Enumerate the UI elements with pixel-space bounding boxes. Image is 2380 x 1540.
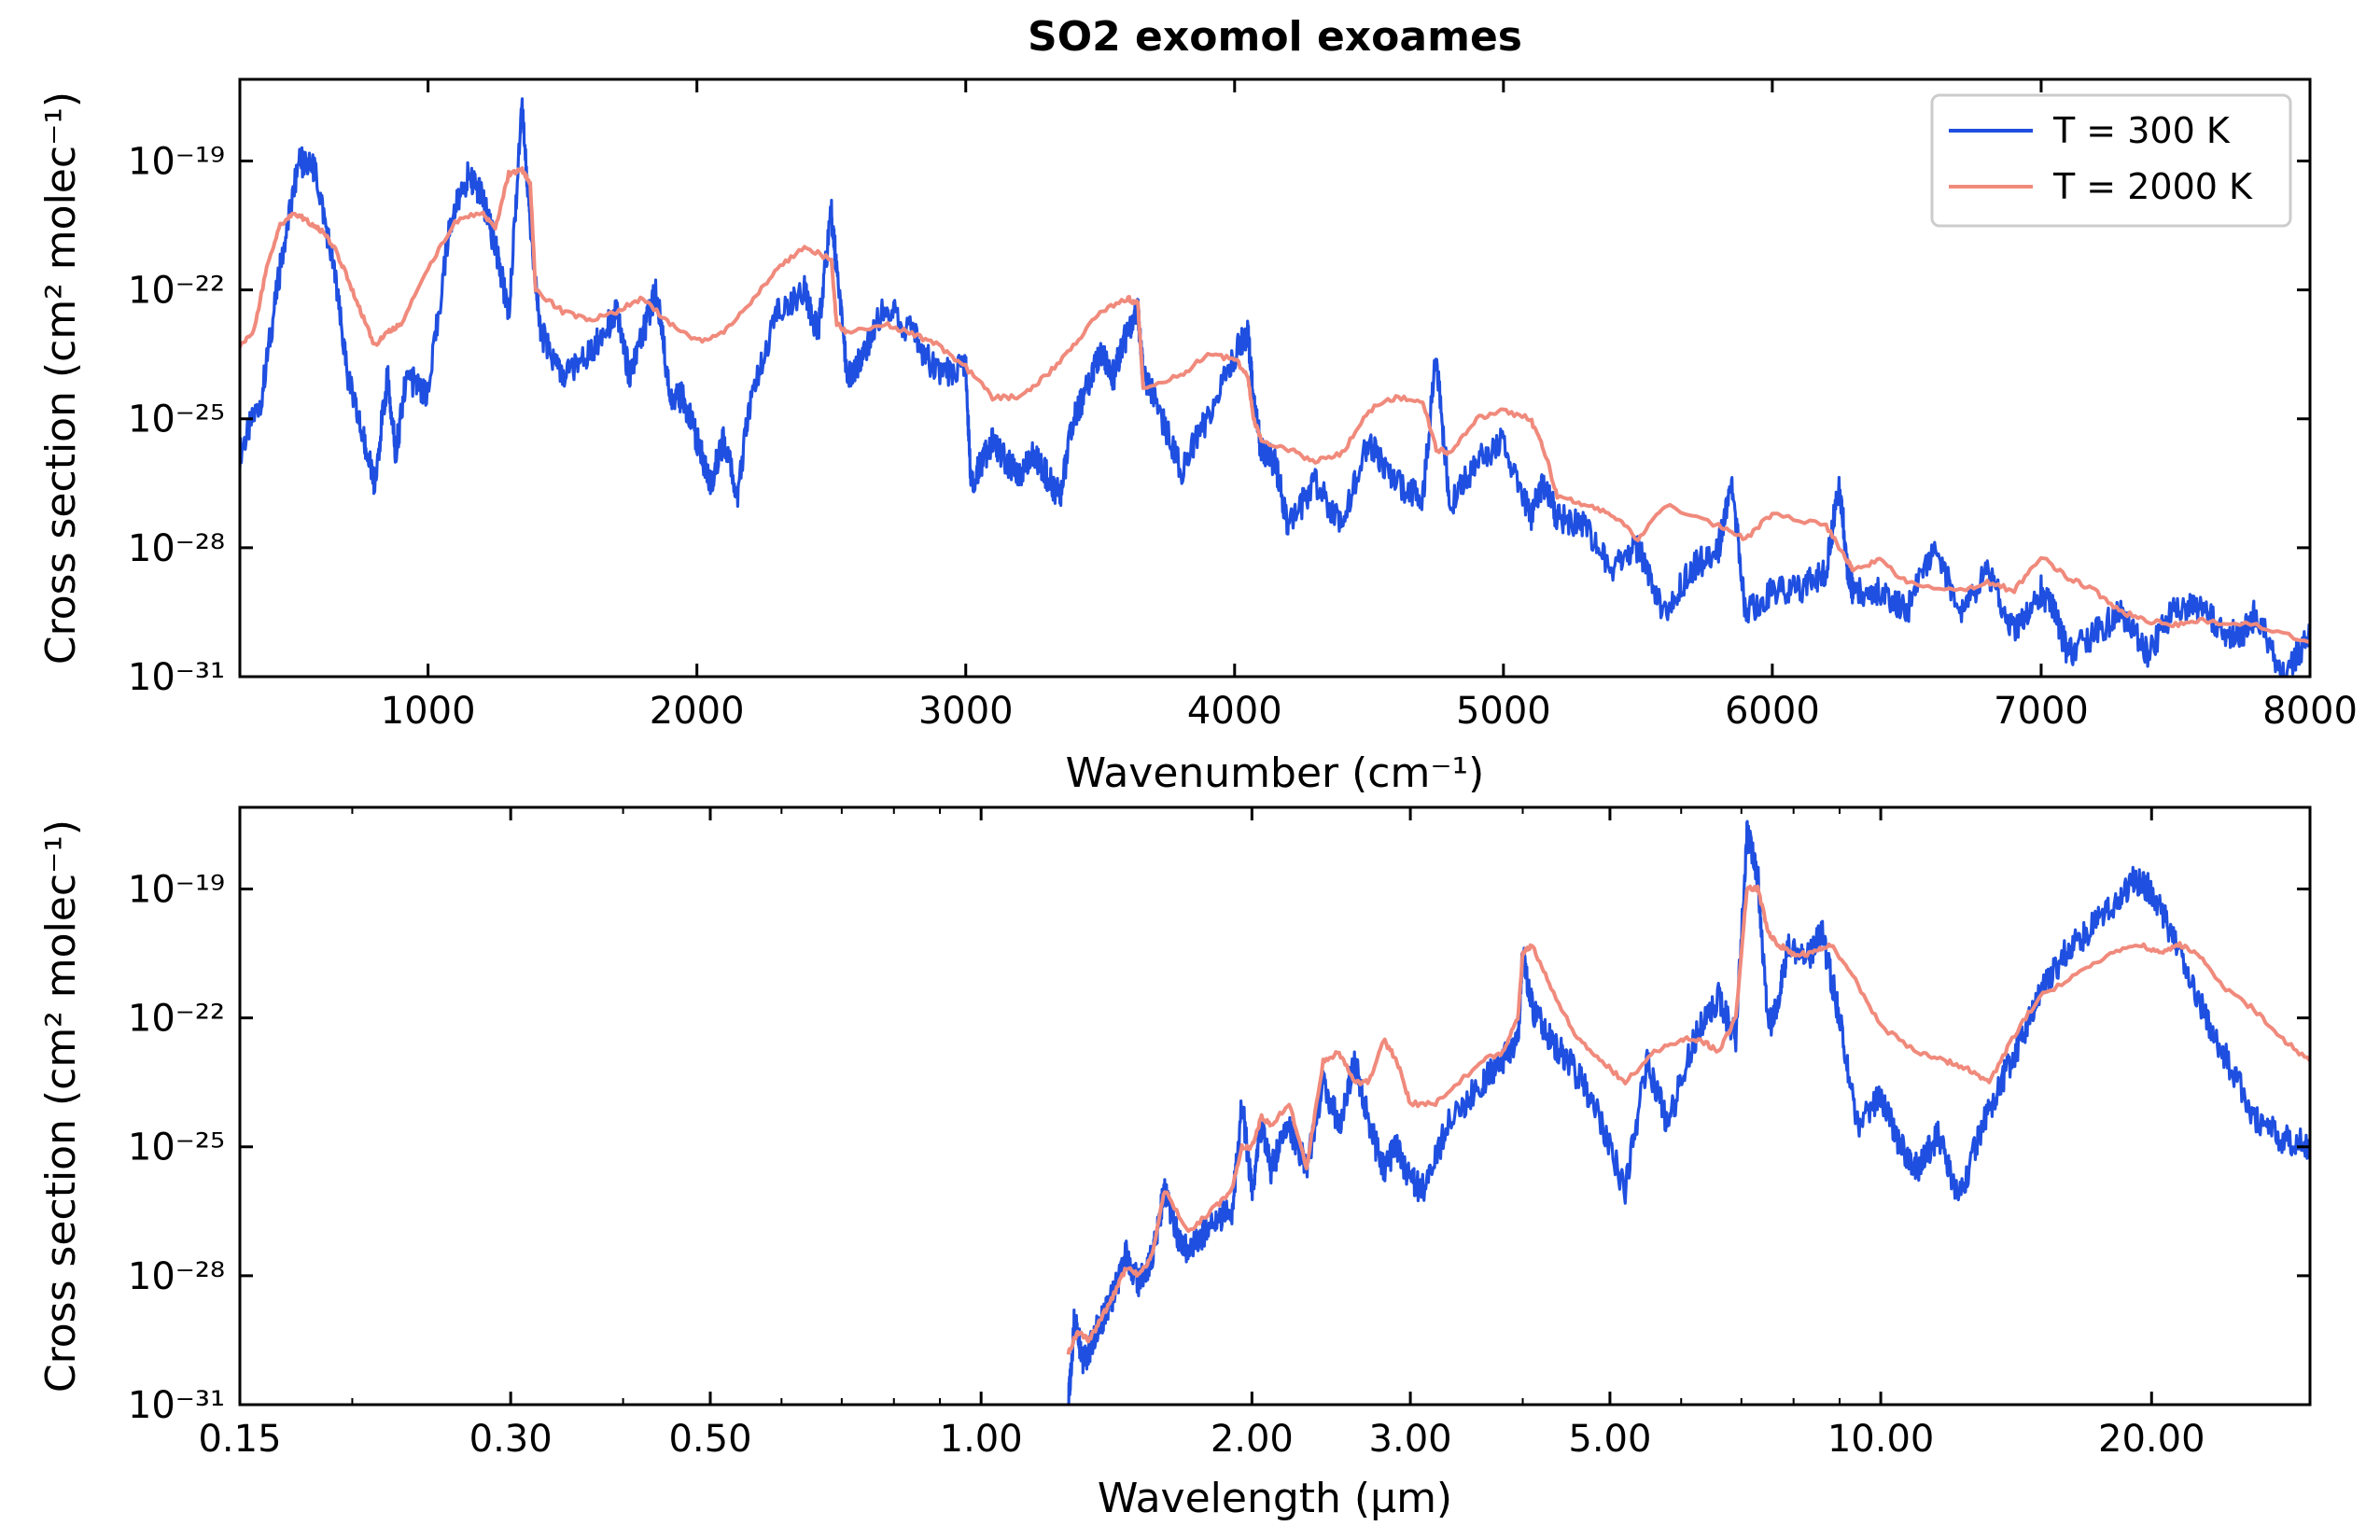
legend-box <box>1930 93 2292 228</box>
bottom-xtick-label: 10.00 <box>1827 1418 1935 1461</box>
bottom-xtick-label: 3.00 <box>1369 1418 1452 1461</box>
bottom-xtick-label: 2.00 <box>1211 1418 1294 1461</box>
top-xtick-label: 6000 <box>1725 690 1820 733</box>
top-xlabel: Wavenumber (cm⁻¹) <box>1066 749 1485 797</box>
bottom-series-t300-line <box>1067 819 2310 1405</box>
top-ytick-label: 10⁻³¹ <box>128 656 225 699</box>
bottom-xtick-label: 5.00 <box>1568 1418 1651 1461</box>
bottom-xtick-label: 0.15 <box>198 1418 281 1461</box>
top-ylabel: Cross section (cm² molec⁻¹) <box>37 91 85 665</box>
top-ytick-label: 10⁻²⁸ <box>128 527 225 570</box>
top-xtick-label: 1000 <box>381 690 476 733</box>
figure-title: SO2 exomol exoames <box>1028 13 1522 61</box>
bottom-ytick-label: 10⁻³¹ <box>128 1384 225 1427</box>
top-xtick-label: 2000 <box>650 690 745 733</box>
top-xtick-label: 3000 <box>918 690 1014 733</box>
bottom-ytick-label: 10⁻²⁵ <box>128 1127 225 1169</box>
top-panel: 10⁻¹⁹ 10⁻²² 10⁻²⁵ 10⁻²⁸ 10⁻³¹ 1000 2000 3000 400… <box>37 77 2358 797</box>
top-series-t300-line <box>240 97 2310 677</box>
top-xtick-label: 7000 <box>1994 690 2089 733</box>
bottom-xtick-label: 20.00 <box>2098 1418 2205 1461</box>
bottom-series-t2000-line <box>1066 884 2310 1355</box>
bottom-xtick-label: 0.50 <box>668 1418 751 1461</box>
bottom-ytick-label: 10⁻²² <box>128 998 225 1041</box>
legend-label-t300: T = 300 K <box>2052 110 2231 151</box>
bottom-ytick-label: 10⁻²⁸ <box>128 1255 225 1298</box>
top-series-t2000-line <box>240 166 2310 645</box>
bottom-panel: 10⁻¹⁹ 10⁻²² 10⁻²⁵ 10⁻²⁸ 10⁻³¹0.15 0.30 0.50 1.0… <box>37 805 2312 1522</box>
top-plot-area <box>240 97 2310 677</box>
top-axes-frame <box>238 77 2312 679</box>
bottom-axes-frame <box>238 805 2312 1407</box>
bottom-ylabel: Cross section (cm² molec⁻¹) <box>37 819 85 1393</box>
bottom-ytick-label: 10⁻¹⁹ <box>128 868 225 911</box>
top-xtick-label: 8000 <box>2262 690 2358 733</box>
top-ytick-label: 10⁻²⁵ <box>128 399 225 441</box>
top-ytick-label: 10⁻¹⁹ <box>128 140 225 183</box>
bottom-xtick-label: 1.00 <box>940 1418 1023 1461</box>
bottom-xlabel: Wavelength (μm) <box>1098 1475 1452 1522</box>
top-xtick-label: 4000 <box>1187 690 1282 733</box>
top-ytick-label: 10⁻²² <box>128 270 225 313</box>
legend: T = 300 K T = 2000 K <box>1930 93 2292 228</box>
bottom-plot-area <box>1066 819 2310 1405</box>
bottom-xtick-label: 0.30 <box>469 1418 553 1461</box>
top-xtick-label: 5000 <box>1456 690 1551 733</box>
legend-label-t2000: T = 2000 K <box>2052 166 2253 207</box>
bottom-ticks: 10⁻¹⁹ 10⁻²² 10⁻²⁵ 10⁻²⁸ 10⁻³¹0.15 0.30 0.50 1.0… <box>128 807 2311 1461</box>
top-ticks: 10⁻¹⁹ 10⁻²² 10⁻²⁵ 10⁻²⁸ 10⁻³¹ 1000 2000 3000 400… <box>128 79 2358 733</box>
